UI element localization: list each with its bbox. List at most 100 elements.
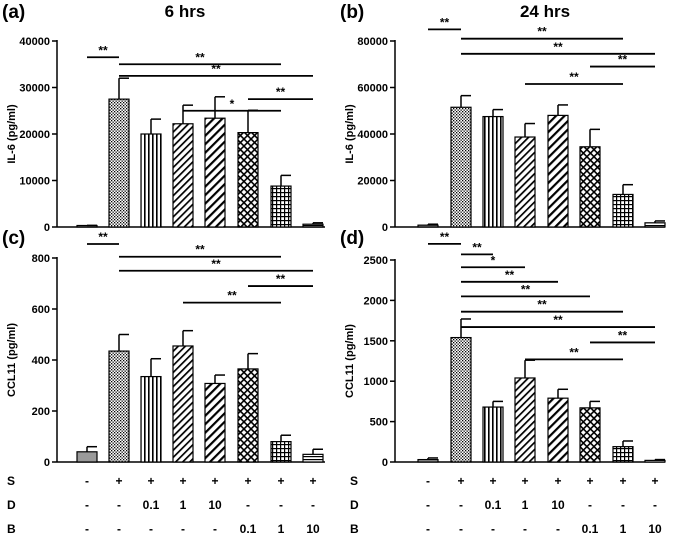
significance-label: ** <box>195 50 205 64</box>
condition-value: - <box>311 498 315 512</box>
condition-value: 0.1 <box>143 498 160 512</box>
condition-value: 1 <box>180 498 187 512</box>
condition-value: + <box>457 474 464 488</box>
bar <box>108 98 130 228</box>
significance-label: ** <box>472 240 482 254</box>
condition-value: + <box>651 474 658 488</box>
y-tick-label: 500 <box>370 417 388 429</box>
significance-label: ** <box>521 282 531 296</box>
significance-label: ** <box>98 43 108 57</box>
condition-value: 10 <box>551 498 565 512</box>
significance-label: ** <box>553 313 563 327</box>
y-tick-label: 1000 <box>364 376 388 388</box>
condition-value: - <box>85 522 89 536</box>
y-tick-label: 2500 <box>364 255 388 267</box>
bar <box>450 106 472 228</box>
condition-value: - <box>426 522 430 536</box>
condition-value: - <box>426 474 430 488</box>
bar <box>450 336 472 463</box>
condition-value: - <box>459 498 463 512</box>
condition-value: - <box>653 498 657 512</box>
condition-value: + <box>586 474 593 488</box>
y-tick-label: 0 <box>44 457 50 469</box>
condition-value: - <box>459 522 463 536</box>
y-tick-label: 20000 <box>357 176 388 188</box>
condition-value: 1 <box>522 498 529 512</box>
y-tick-label: 1500 <box>364 336 388 348</box>
bar <box>140 133 162 228</box>
condition-value: - <box>523 522 527 536</box>
bar <box>270 185 292 228</box>
bar <box>482 406 504 463</box>
condition-value: - <box>491 522 495 536</box>
bar <box>204 117 226 228</box>
condition-name: S <box>7 474 15 488</box>
significance-label: ** <box>227 289 237 303</box>
condition-value: 10 <box>648 522 662 536</box>
bar <box>417 458 439 463</box>
y-tick-label: 20000 <box>19 129 50 141</box>
condition-value: + <box>244 474 251 488</box>
condition-value: + <box>179 474 186 488</box>
y-axis-label: CCL11 (pg/ml) <box>6 323 18 397</box>
condition-name: B <box>350 522 359 536</box>
bar <box>612 193 634 228</box>
y-tick-label: 800 <box>32 253 50 265</box>
condition-value: + <box>115 474 122 488</box>
y-tick-label: 0 <box>382 457 388 469</box>
bar <box>547 397 569 463</box>
bar <box>237 368 259 463</box>
condition-value: + <box>277 474 284 488</box>
bar <box>140 375 162 463</box>
y-tick-label: 40000 <box>19 36 50 48</box>
y-tick-label: 10000 <box>19 176 50 188</box>
bar <box>237 132 259 228</box>
y-axis-label: CCL11 (pg/ml) <box>344 324 356 398</box>
chart-title: 6 hrs <box>165 2 206 21</box>
y-tick-label: 30000 <box>19 83 50 95</box>
significance-label: ** <box>440 15 450 29</box>
condition-value: - <box>117 498 121 512</box>
y-tick-label: 600 <box>32 304 50 316</box>
condition-row-d: D - - 0.1 1 10 - - - <box>7 498 315 512</box>
condition-row-b: B - - - - - 0.1 1 10 <box>7 522 320 536</box>
condition-value: - <box>426 498 430 512</box>
significance-label: ** <box>211 62 221 76</box>
bar <box>302 223 324 228</box>
bar <box>482 115 504 228</box>
y-tick-label: 0 <box>382 222 388 234</box>
y-axis-label: IL-6 (pg/ml) <box>6 104 18 164</box>
condition-value: - <box>279 498 283 512</box>
y-tick-label: 40000 <box>357 129 388 141</box>
bar <box>172 123 194 228</box>
condition-value: - <box>149 522 153 536</box>
significance-label: * <box>491 253 496 267</box>
panel-4: (d)CCL11 (pg/ml)05001000150020002500****… <box>340 228 666 469</box>
condition-value: + <box>211 474 218 488</box>
bar <box>514 377 536 463</box>
significance-label: ** <box>211 257 221 271</box>
condition-value: 10 <box>306 522 320 536</box>
panel-1: (a) 6 hrs IL-6 (pg/ml) 0 10000 20000 30000 4000… <box>2 2 325 234</box>
bar <box>76 451 98 463</box>
bar <box>644 459 666 463</box>
significance-label: ** <box>276 85 286 99</box>
bar <box>172 345 194 463</box>
bar <box>270 441 292 463</box>
condition-row-s: S - + + + + + + + <box>7 474 317 488</box>
condition-value: - <box>588 498 592 512</box>
panel-label: (c) <box>2 228 25 249</box>
condition-value: + <box>147 474 154 488</box>
y-tick-label: 2000 <box>364 295 388 307</box>
significance-label: ** <box>553 40 563 54</box>
significance-label: ** <box>618 328 628 342</box>
condition-value: 0.1 <box>240 522 257 536</box>
condition-row-b: B - - - - - 0.1 1 10 <box>350 522 662 536</box>
condition-name: S <box>350 474 358 488</box>
significance-label: ** <box>537 25 547 39</box>
y-tick-label: 400 <box>32 355 50 367</box>
bar <box>514 136 536 228</box>
chart-title: 24 hrs <box>520 2 570 21</box>
condition-value: - <box>85 474 89 488</box>
condition-value: - <box>181 522 185 536</box>
